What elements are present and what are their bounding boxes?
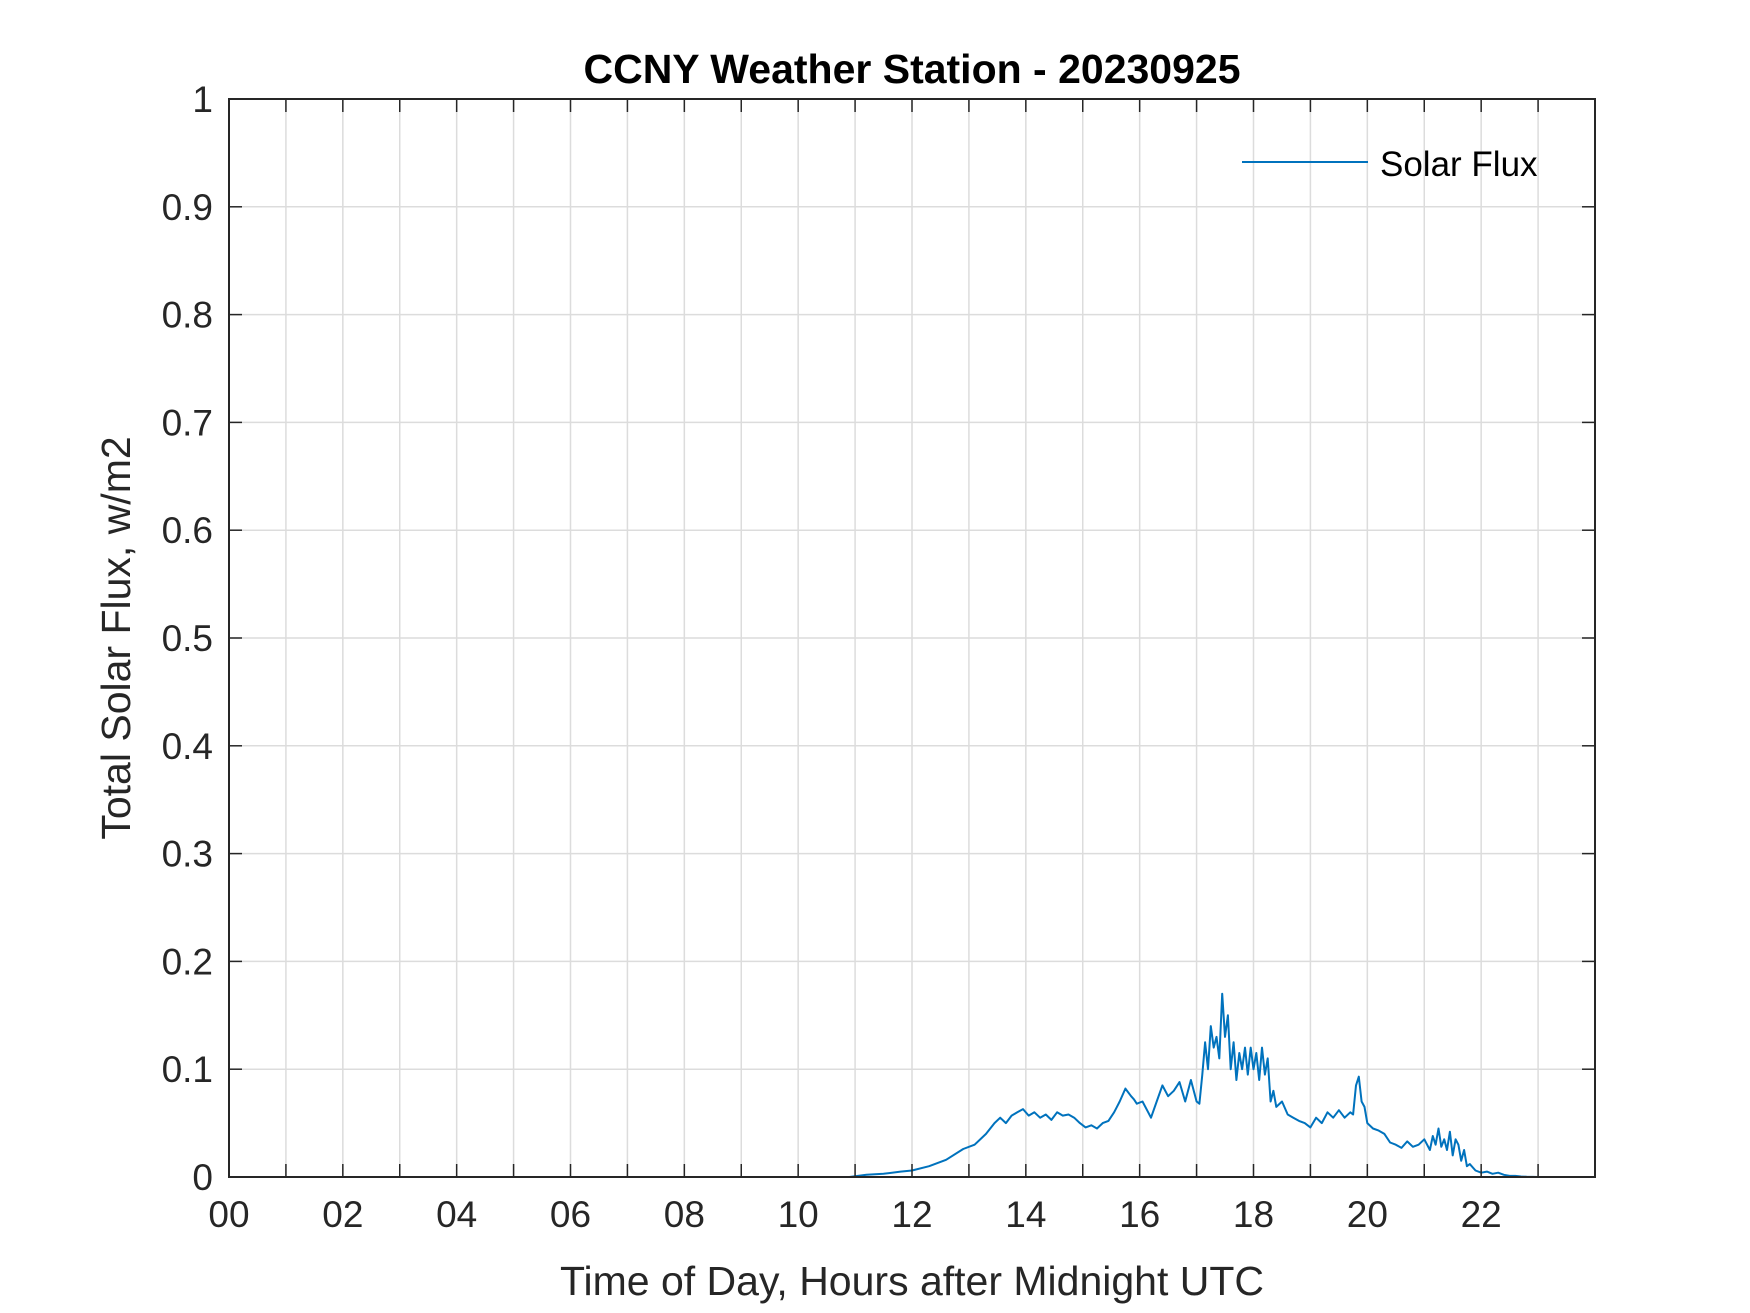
tick-marks [228, 98, 1595, 1178]
x-tick-label: 18 [1233, 1194, 1274, 1235]
y-tick-label: 0 [192, 1157, 213, 1198]
x-tick-label: 16 [1119, 1194, 1160, 1235]
y-tick-label: 0.7 [162, 402, 213, 443]
y-tick-label: 0.3 [162, 834, 213, 875]
y-tick-label: 0.9 [162, 187, 213, 228]
series-layer [229, 992, 1595, 1178]
x-tick-label: 14 [1005, 1194, 1046, 1235]
x-tick-label: 02 [322, 1194, 363, 1235]
x-tick-label: 22 [1461, 1194, 1502, 1235]
x-tick-label: 00 [208, 1194, 249, 1235]
x-tick-label: 04 [436, 1194, 477, 1235]
y-tick-label: 1 [192, 79, 213, 120]
x-axis-label: Time of Day, Hours after Midnight UTC [560, 1258, 1264, 1304]
y-tick-label: 0.2 [162, 941, 213, 982]
x-tick-labels: 00 02 04 06 08 10 12 14 16 18 20 22 [208, 1194, 1501, 1235]
grid-lines [229, 99, 1595, 1177]
y-tick-label: 0.1 [162, 1049, 213, 1090]
legend-label-solar-flux: Solar Flux [1380, 145, 1538, 184]
x-tick-label: 06 [550, 1194, 591, 1235]
y-axis-label: Total Solar Flux, w/m2 [93, 436, 139, 839]
legend: Solar Flux [1242, 145, 1538, 184]
x-tick-label: 08 [664, 1194, 705, 1235]
y-tick-label: 0.5 [162, 618, 213, 659]
series-line-solar-flux [229, 992, 1595, 1178]
y-tick-label: 0.8 [162, 295, 213, 336]
x-tick-label: 20 [1347, 1194, 1388, 1235]
y-tick-label: 0.6 [162, 510, 213, 551]
y-tick-label: 0.4 [162, 726, 213, 767]
y-tick-labels: 0 0.1 0.2 0.3 0.4 0.5 0.6 0.7 0.8 0.9 1 [162, 79, 213, 1198]
x-tick-label: 12 [891, 1194, 932, 1235]
chart-title: CCNY Weather Station - 20230925 [583, 46, 1240, 92]
x-tick-label: 10 [778, 1194, 819, 1235]
